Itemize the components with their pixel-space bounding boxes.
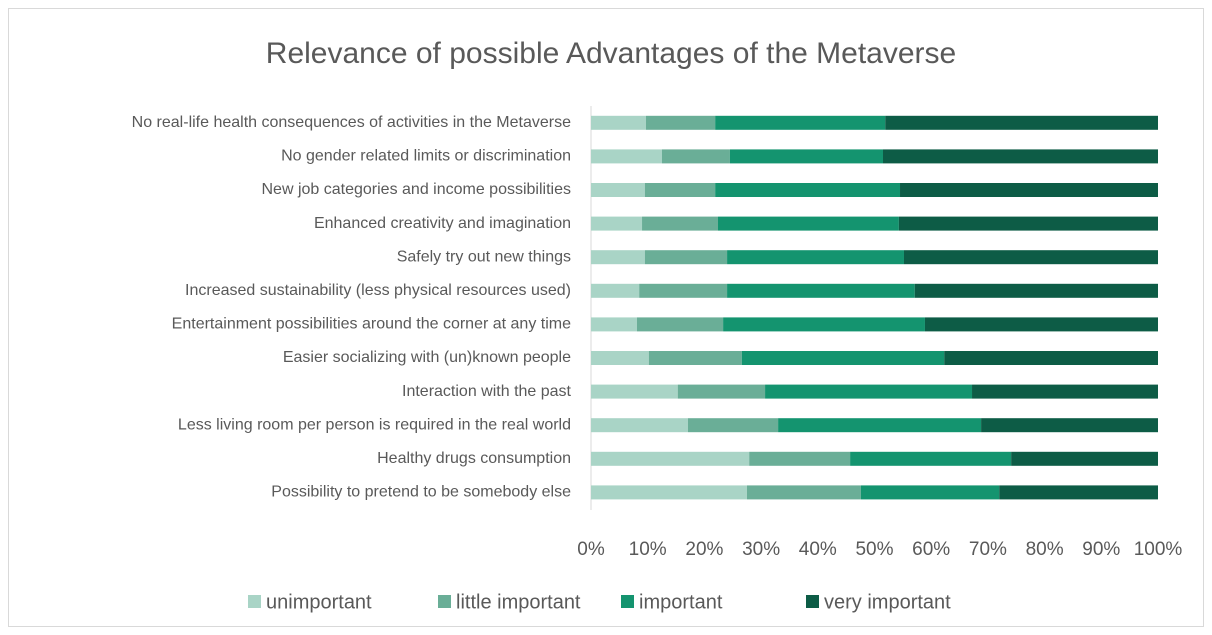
bar-segment	[999, 485, 1158, 500]
x-tick-label: 50%	[855, 539, 893, 560]
legend-swatch	[438, 595, 451, 608]
bar-segment	[778, 418, 982, 433]
bar-segment	[591, 115, 646, 130]
legend-label: important	[639, 591, 723, 613]
bar-segment	[591, 418, 688, 433]
y-tick-label: No real-life health consequences of acti…	[132, 114, 571, 131]
bar-segment	[765, 384, 973, 399]
bar-segment	[591, 317, 637, 332]
bar-segment	[900, 183, 1158, 197]
y-tick-label: Safely try out new things	[397, 248, 571, 265]
bar-segment	[591, 451, 750, 466]
x-tick-label: 10%	[629, 539, 667, 560]
bar-segment	[741, 351, 945, 365]
x-tick-label: 70%	[969, 539, 1007, 560]
bar-segment	[972, 384, 1158, 399]
bar-segment	[727, 283, 915, 298]
y-tick-label: Interaction with the past	[402, 383, 572, 400]
x-tick-label: 20%	[685, 539, 723, 560]
x-tick-label: 40%	[799, 539, 837, 560]
x-tick-label: 80%	[1026, 539, 1064, 560]
chart-title: Relevance of possible Advantages of the …	[266, 37, 956, 70]
x-tick-label: 30%	[742, 539, 780, 560]
x-tick-label: 100%	[1134, 539, 1183, 560]
legend-swatch	[621, 595, 634, 608]
x-tick-label: 90%	[1082, 539, 1120, 560]
bar-segment	[591, 283, 640, 298]
bar-segment	[903, 250, 1158, 265]
x-tick-label: 0%	[577, 539, 605, 560]
bar-segment	[591, 183, 645, 197]
bar-segment	[591, 149, 662, 164]
bar-segment	[944, 351, 1158, 365]
bar-segment	[981, 418, 1158, 433]
legend-label: very important	[824, 591, 951, 613]
bar-segment	[883, 149, 1158, 164]
bar-segment	[591, 351, 649, 365]
bar-segment	[645, 115, 716, 130]
y-tick-label: Increased sustainability (less physical …	[185, 282, 571, 299]
bar-segment	[677, 384, 766, 399]
legend-swatch	[806, 595, 819, 608]
bar-segment	[687, 418, 779, 433]
bar-segment	[729, 149, 884, 164]
bar-segment	[727, 250, 904, 265]
bar-segment	[715, 115, 886, 130]
y-tick-label: Healthy drugs consumption	[377, 450, 571, 467]
bar-segment	[749, 451, 851, 466]
y-tick-label: Easier socializing with (un)known people	[283, 349, 571, 366]
bar-segment	[885, 115, 1158, 130]
bar-segment	[644, 183, 716, 197]
y-tick-label: Entertainment possibilities around the c…	[172, 316, 571, 333]
y-tick-label: No gender related limits or discriminati…	[281, 148, 571, 165]
bar-segment	[661, 149, 730, 164]
bar-segment	[591, 250, 645, 265]
bar-segment	[860, 485, 1000, 500]
x-tick-label: 60%	[912, 539, 950, 560]
bar-segment	[644, 250, 728, 265]
bar-segment	[591, 216, 643, 231]
legend-label: unimportant	[266, 591, 372, 613]
bar-segment	[639, 283, 728, 298]
bar-segment	[1011, 451, 1158, 466]
legend-swatch	[248, 595, 261, 608]
y-tick-label: Possibility to pretend to be somebody el…	[271, 484, 571, 501]
bar-segment	[591, 384, 678, 399]
bar-segment	[898, 216, 1158, 231]
bar-segment	[924, 317, 1158, 332]
y-tick-label: New job categories and income possibilit…	[262, 181, 572, 198]
bar-segment	[642, 216, 719, 231]
bar-segment	[723, 317, 925, 332]
legend-label: little important	[456, 591, 581, 613]
y-tick-label: Enhanced creativity and imagination	[314, 215, 571, 232]
bar-segment	[715, 183, 901, 197]
bar-segment	[591, 485, 747, 500]
bar-segment	[914, 283, 1158, 298]
bar-segment	[636, 317, 724, 332]
bar-segment	[746, 485, 861, 500]
bar-segment	[850, 451, 1012, 466]
bar-segment	[648, 351, 742, 365]
y-tick-label: Less living room per person is required …	[178, 416, 571, 433]
bar-segment	[718, 216, 899, 231]
